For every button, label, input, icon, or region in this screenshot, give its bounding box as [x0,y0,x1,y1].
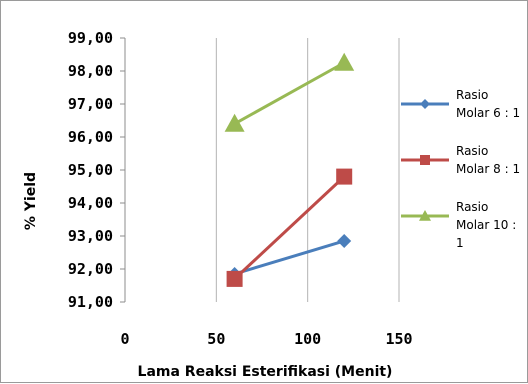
series-2 [226,168,353,287]
legend-item-1: Rasio Molar 6 : 1 [401,88,520,120]
y-tick-label: 92,00 [68,260,113,278]
y-tick-label: 93,00 [68,227,113,245]
x-axis-title: Lama Reaksi Esterifikasi (Menit) [138,364,393,380]
data-point [336,168,353,185]
x-tick-label: 100 [294,330,321,348]
y-tick-label: 97,00 [68,95,113,113]
series-1 [227,233,352,281]
y-tick-label: 91,00 [68,293,113,311]
series-line [233,61,345,126]
legend-label: Molar 8 : 1 [456,162,520,176]
legend-label: Rasio [456,200,488,214]
data-point [226,270,243,287]
legend-label: 1 [456,236,464,250]
legend-item-2: Rasio Molar 8 : 1 [401,144,520,176]
grid-layer [215,38,400,302]
x-tick-label: 50 [207,330,225,348]
data-point [224,113,245,132]
axis-layer: 91,00 92,00 93,00 94,00 95,00 96,00 97,00 98,00… [68,29,413,348]
series-3 [224,52,355,132]
y-axis-title: % Yield [23,172,39,230]
legend-swatch-marker [420,155,430,165]
legend-label: Molar 6 : 1 [456,106,520,120]
y-tick-label: 99,00 [68,29,113,47]
y-tick-label: 94,00 [68,194,113,212]
data-point [334,52,355,71]
x-tick-label: 0 [120,330,129,348]
y-tick-label: 96,00 [68,128,113,146]
legend-label: Rasio [456,88,488,102]
series-line [233,175,346,280]
legend: Rasio Molar 6 : 1 Rasio Molar 8 : 1 Rasio Mol… [401,88,520,250]
y-tick-label: 98,00 [68,62,113,80]
series-line [234,239,345,276]
legend-item-3: Rasio Molar 10 : 1 [401,200,516,250]
data-point [337,233,352,248]
legend-label: Molar 10 : [456,218,516,232]
series-layer [224,52,355,287]
x-tick-label: 150 [385,330,412,348]
legend-swatch-marker [419,210,431,221]
legend-label: Rasio [456,144,488,158]
legend-swatch-marker [420,99,430,109]
y-tick-label: 95,00 [68,161,113,179]
